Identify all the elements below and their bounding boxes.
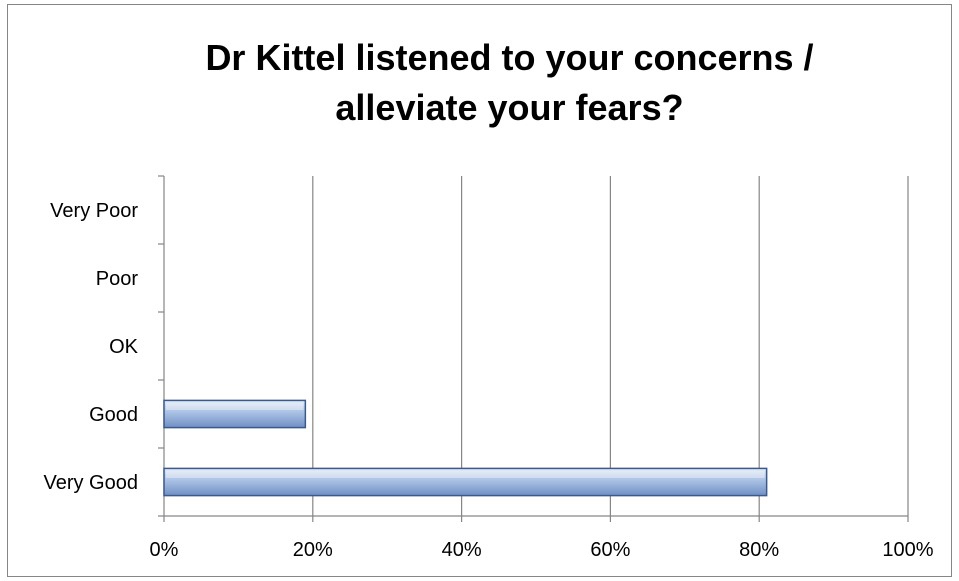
x-tick-label: 20% [293, 539, 333, 561]
y-tick-label: Poor [96, 268, 139, 290]
x-tick-label: 80% [739, 539, 779, 561]
x-tick-label: 100% [882, 539, 933, 561]
bar-highlight [166, 470, 765, 479]
y-tick-label: Good [89, 404, 138, 426]
bar [163, 467, 768, 497]
x-tick-label: 0% [150, 539, 179, 561]
chart-title-line-1: Dr Kittel listened to your concerns / [205, 37, 814, 78]
label-layer: 0% 20% 40% 60% 80% 100% Very Good Good OK Poor Ver… [43, 200, 933, 561]
y-tick-label: Very Poor [50, 200, 138, 222]
x-tick-label: 40% [442, 539, 482, 561]
bar [163, 399, 307, 429]
x-tick-label: 60% [590, 539, 630, 561]
grid-layer [312, 176, 909, 516]
axis-layer [158, 175, 909, 522]
bar-highlight [166, 402, 304, 411]
y-tick-label: OK [109, 336, 139, 358]
y-tick-label: Very Good [43, 472, 138, 494]
chart-title-line-2: alleviate your fears? [335, 87, 684, 128]
chart-title: Dr Kittel listened to your concerns / al… [8, 33, 951, 133]
bar-layer [163, 399, 768, 497]
